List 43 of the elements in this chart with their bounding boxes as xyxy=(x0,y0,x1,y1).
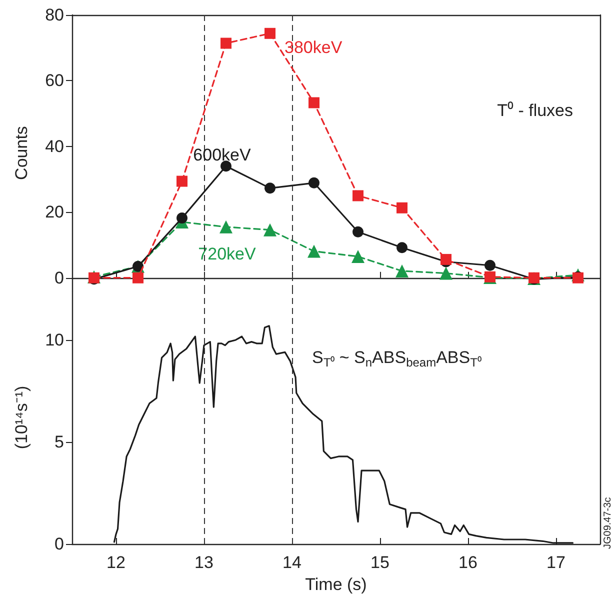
point xyxy=(484,260,496,271)
point xyxy=(264,28,276,39)
x-tick-label: 14 xyxy=(282,553,302,572)
x-tick-label: 16 xyxy=(458,553,478,572)
x-axis-title: Time (s) xyxy=(305,575,367,594)
point xyxy=(308,97,320,108)
point xyxy=(308,177,320,188)
y-tick-label: 5 xyxy=(54,432,64,452)
y-tick-label: 0 xyxy=(54,534,64,554)
point xyxy=(396,202,408,214)
point xyxy=(220,160,232,172)
y-tick-label: 60 xyxy=(45,71,64,90)
y-tick-label: 10 xyxy=(45,330,64,350)
annotation: T⁰ - fluxes xyxy=(497,101,574,120)
y-axis-title: (10¹⁴s⁻¹) xyxy=(12,386,31,450)
point xyxy=(352,226,364,238)
y-tick-label: 40 xyxy=(45,136,64,156)
point xyxy=(396,264,408,278)
y-tick-label: 80 xyxy=(45,6,64,24)
x-tick-label: 12 xyxy=(106,553,126,572)
point xyxy=(352,190,364,202)
point xyxy=(440,254,452,265)
point xyxy=(396,242,408,254)
series-label: 600keV xyxy=(193,146,252,165)
point xyxy=(352,250,364,263)
point xyxy=(176,176,188,187)
series-label: 380keV xyxy=(284,38,343,57)
point xyxy=(220,38,232,49)
point xyxy=(220,220,232,234)
y-tick-label: 0 xyxy=(54,268,64,288)
x-tick-label: 15 xyxy=(370,553,390,572)
point xyxy=(308,244,320,258)
point xyxy=(132,272,144,284)
x-tick-label: 17 xyxy=(546,553,566,572)
point xyxy=(264,182,276,194)
y-tick-label: 20 xyxy=(45,202,64,222)
x-tick-label: 13 xyxy=(194,553,214,572)
point xyxy=(264,223,276,236)
point xyxy=(176,212,188,224)
y-axis-title: Counts xyxy=(12,126,31,180)
point xyxy=(440,266,452,280)
text: JG09.47-3c xyxy=(602,497,613,549)
series-label: 720keV xyxy=(198,244,256,264)
